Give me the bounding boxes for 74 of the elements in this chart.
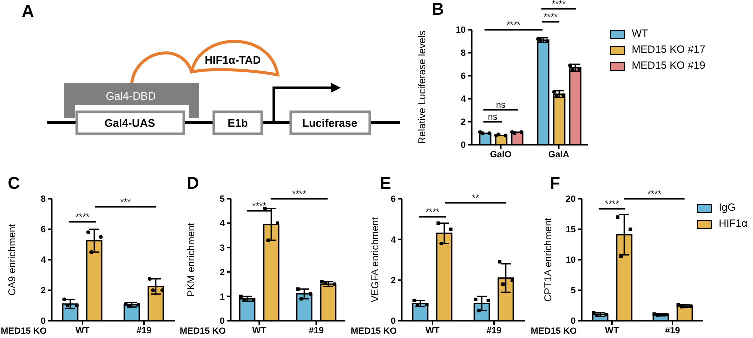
annotation: **** bbox=[76, 212, 90, 222]
annotation: ns bbox=[488, 112, 498, 122]
annotation: **** bbox=[605, 199, 620, 209]
x-axis-title: MED15 KO bbox=[180, 326, 226, 336]
x-tick-label: GalA bbox=[548, 149, 570, 160]
text: **** bbox=[552, 0, 566, 9]
legend-label: HIF1α bbox=[719, 218, 748, 230]
legend-label: MED15 KO #19 bbox=[632, 60, 706, 72]
text: Luciferase bbox=[302, 118, 358, 130]
y-tick-label: 10 bbox=[566, 255, 576, 266]
y-tick-label: 6 bbox=[40, 224, 46, 235]
y-axis-title: CPT1A enrichment bbox=[544, 218, 555, 302]
annotation: **** bbox=[426, 207, 440, 217]
y-tick-label: 0 bbox=[220, 316, 225, 326]
chart-title: E bbox=[380, 174, 392, 194]
y-tick-label: 15 bbox=[566, 224, 576, 235]
annotation: **** bbox=[292, 189, 307, 199]
y-tick-label: 4 bbox=[460, 94, 466, 104]
y-tick-label: 6 bbox=[460, 71, 466, 82]
y-tick-label: 8 bbox=[460, 48, 466, 58]
annotation: **** bbox=[252, 201, 267, 211]
text: **** bbox=[544, 12, 558, 22]
y-axis-title: PKM enrichment bbox=[186, 222, 198, 297]
y-tick-label: 4 bbox=[390, 234, 396, 245]
chart-title: B bbox=[432, 0, 444, 20]
annotation: ns bbox=[496, 100, 506, 110]
y-tick-label: 1 bbox=[220, 292, 225, 302]
x-axis-title: MED15 KO bbox=[0, 326, 47, 336]
y-axis-title: VEGFA enrichment bbox=[370, 217, 382, 303]
x-tick-label: #19 bbox=[665, 325, 680, 336]
x-axis-title: MED15 KO bbox=[530, 326, 577, 336]
y-tick-label: 3 bbox=[220, 242, 225, 253]
y-tick-label: 5 bbox=[570, 286, 576, 296]
x-tick-label: #19 bbox=[308, 325, 324, 336]
y-axis-title: CA9 enrichment bbox=[8, 224, 19, 296]
y-tick-label: 0 bbox=[40, 316, 46, 326]
y-axis-title: Relative Luciferase levels bbox=[418, 30, 429, 144]
y-tick-label: 2 bbox=[220, 267, 225, 278]
x-axis-title: MED15 KO bbox=[350, 326, 397, 336]
chart-title: F bbox=[550, 174, 560, 194]
y-tick-label: 20 bbox=[566, 194, 576, 204]
annotation: ** bbox=[472, 193, 480, 203]
y-tick-label: 2 bbox=[390, 276, 396, 286]
annotation: **** bbox=[506, 20, 522, 30]
y-tick-label: 6 bbox=[390, 194, 396, 204]
chart-title: C bbox=[8, 174, 20, 194]
x-tick-label: WT bbox=[76, 325, 90, 336]
annotation: **** bbox=[648, 189, 662, 199]
y-tick-label: 0 bbox=[390, 316, 396, 326]
x-tick-label: #19 bbox=[136, 325, 152, 336]
legend-label: WT bbox=[632, 28, 648, 40]
y-tick-label: 4 bbox=[220, 218, 225, 229]
y-tick-label: 10 bbox=[456, 25, 466, 36]
text: Gal4-DBD bbox=[106, 91, 156, 103]
y-tick-label: 0 bbox=[460, 140, 466, 150]
y-tick-label: 0 bbox=[570, 316, 576, 326]
y-tick-label: 2 bbox=[460, 117, 466, 128]
text: E1b bbox=[228, 118, 248, 130]
y-tick-label: 4 bbox=[40, 255, 46, 266]
x-tick-label: #19 bbox=[486, 325, 502, 336]
legend-label: IgG bbox=[719, 202, 736, 214]
legend-label: MED15 KO #17 bbox=[632, 44, 706, 56]
y-tick-label: 8 bbox=[40, 194, 46, 204]
text: Gal4-UAS bbox=[104, 118, 156, 130]
y-tick-label: 5 bbox=[220, 194, 225, 204]
text: HIF1α-TAD bbox=[204, 55, 262, 67]
x-tick-label: GalO bbox=[490, 149, 512, 160]
x-tick-label: WT bbox=[252, 325, 267, 336]
text: A bbox=[22, 2, 34, 22]
x-tick-label: WT bbox=[426, 325, 440, 336]
annotation: *** bbox=[120, 197, 132, 207]
y-tick-label: 2 bbox=[40, 286, 46, 296]
x-tick-label: WT bbox=[605, 325, 620, 336]
chart-title: D bbox=[187, 174, 200, 194]
